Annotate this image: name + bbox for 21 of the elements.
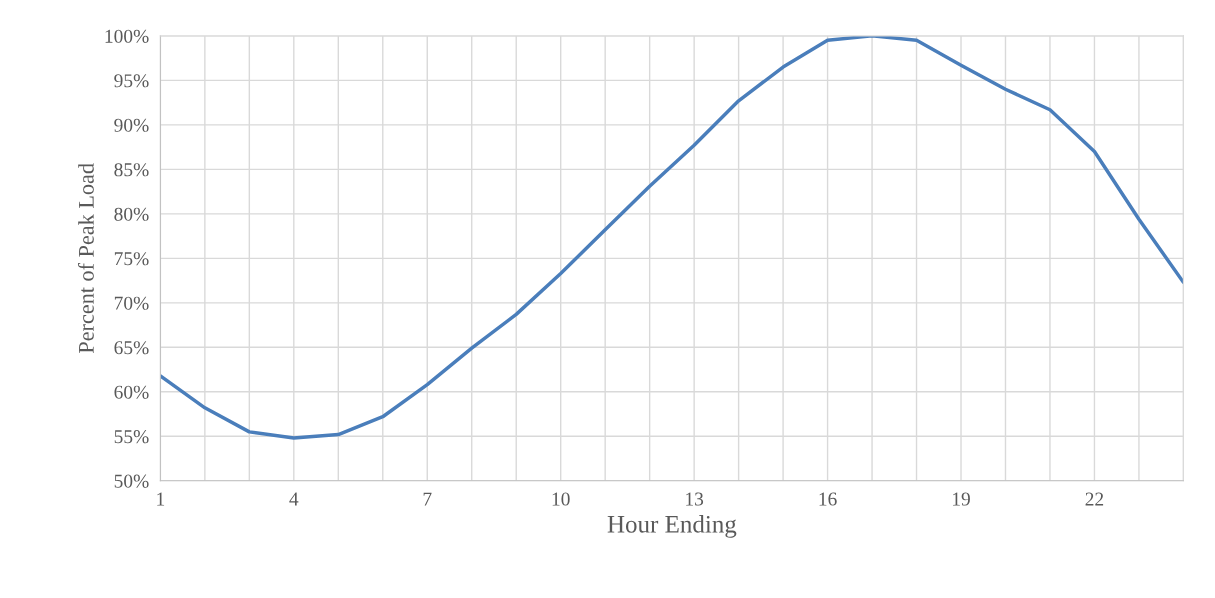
x-tick-label: 19 xyxy=(953,492,970,506)
x-tick-label: 22 xyxy=(1085,492,1104,506)
y-tick-label: 95% xyxy=(114,74,149,88)
x-tick-label: 13 xyxy=(686,492,704,506)
x-axis-title: Hour Ending xyxy=(607,515,737,538)
y-tick-label: 60% xyxy=(114,385,149,399)
y-tick-label: 85% xyxy=(114,163,149,177)
x-tick-label: 4 xyxy=(289,492,299,506)
x-tick-label: 7 xyxy=(423,492,432,506)
y-tick-label: 100% xyxy=(105,29,149,43)
y-tick-label: 65% xyxy=(114,341,149,355)
y-tick-label: 70% xyxy=(114,296,149,310)
y-tick-label: 80% xyxy=(114,207,149,221)
x-tick-label: 1 xyxy=(157,492,165,506)
x-tick-label: 16 xyxy=(819,492,837,506)
y-axis-title: Percent of Peak Load xyxy=(77,163,94,354)
y-tick-label: 75% xyxy=(114,252,149,266)
y-tick-label: 50% xyxy=(114,474,149,488)
y-tick-label: 55% xyxy=(114,430,149,444)
x-tick-label: 10 xyxy=(552,492,570,506)
y-tick-label: 90% xyxy=(114,118,149,132)
